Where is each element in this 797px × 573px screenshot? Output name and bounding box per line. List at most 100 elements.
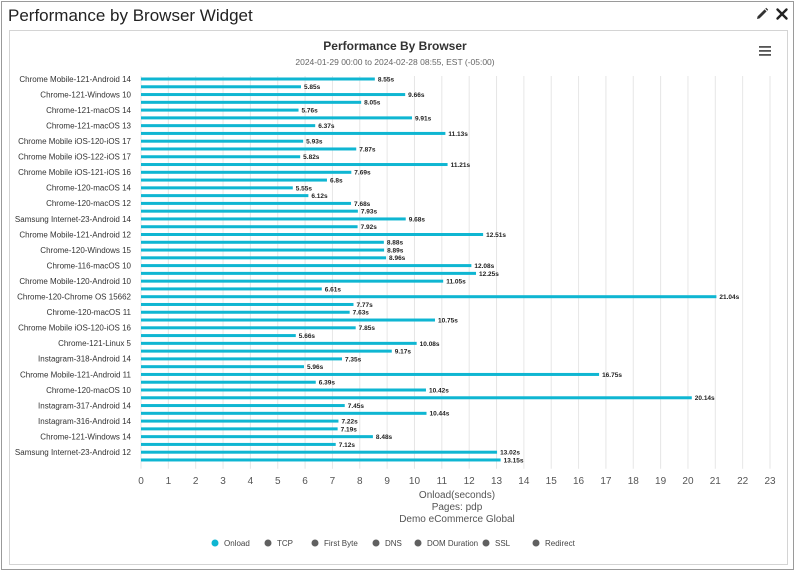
bar[interactable] xyxy=(141,170,352,174)
bar[interactable] xyxy=(141,217,406,221)
bar[interactable] xyxy=(141,116,413,120)
bar[interactable] xyxy=(141,388,426,392)
data-label: 7.87s xyxy=(359,146,376,153)
legend-item-label[interactable]: First Byte xyxy=(324,539,358,548)
bar[interactable] xyxy=(141,139,304,143)
data-label: 7.22s xyxy=(341,419,358,426)
legend-marker[interactable] xyxy=(414,539,422,547)
legend-marker[interactable] xyxy=(311,539,319,547)
bar[interactable] xyxy=(141,256,387,260)
bar[interactable] xyxy=(141,124,316,128)
x-tick-label: 3 xyxy=(220,476,226,487)
legend-item-label[interactable]: SSL xyxy=(495,539,511,548)
bar[interactable] xyxy=(141,240,384,244)
bar[interactable] xyxy=(141,404,345,408)
bar[interactable] xyxy=(141,295,717,299)
bar[interactable] xyxy=(141,279,444,283)
legend-item-label[interactable]: Redirect xyxy=(545,539,576,548)
data-label: 5.76s xyxy=(302,108,319,115)
bar[interactable] xyxy=(141,450,498,454)
bar[interactable] xyxy=(141,271,477,275)
bar[interactable] xyxy=(141,209,358,213)
bar[interactable] xyxy=(141,411,427,415)
legend: Onload TCP First Byte DNS DOM Duration SSL Red… xyxy=(211,539,576,548)
bar[interactable] xyxy=(141,225,358,229)
x-tick-label: 5 xyxy=(275,476,281,487)
bar[interactable] xyxy=(141,349,392,353)
x-tick-label: 20 xyxy=(682,476,694,487)
data-label: 8.89s xyxy=(387,247,404,254)
bar[interactable] xyxy=(141,318,435,322)
hamburger-menu-icon[interactable] xyxy=(759,46,771,56)
x-tick-label: 21 xyxy=(710,476,722,487)
bar[interactable] xyxy=(141,326,356,330)
bar[interactable] xyxy=(141,147,357,151)
bar[interactable] xyxy=(141,396,692,400)
chart-caption-group: Demo eCommerce Global xyxy=(399,514,515,525)
bar[interactable] xyxy=(141,155,301,159)
bar[interactable] xyxy=(141,334,296,338)
bar[interactable] xyxy=(141,108,299,112)
bar[interactable] xyxy=(141,100,362,104)
category-label: Samsung Internet-23-Android 12 xyxy=(15,448,132,457)
bar[interactable] xyxy=(141,310,350,314)
bar[interactable] xyxy=(141,178,327,182)
category-label: Chrome-120-Chrome OS 15662 xyxy=(17,293,131,302)
pencil-icon[interactable] xyxy=(754,6,770,22)
chart-container: Performance By Browser 2024-01-29 00:00 … xyxy=(9,30,788,565)
data-label: 5.85s xyxy=(304,84,321,91)
data-label: 6.8s xyxy=(330,177,343,184)
data-label: 10.44s xyxy=(430,411,450,418)
bar[interactable] xyxy=(141,372,600,376)
legend-item-label[interactable]: Onload xyxy=(224,539,250,548)
bar[interactable] xyxy=(141,287,322,291)
bar[interactable] xyxy=(141,194,309,198)
category-label: Instagram-318-Android 14 xyxy=(38,355,131,364)
data-label: 6.37s xyxy=(318,123,335,130)
data-label: 7.92s xyxy=(361,224,378,231)
bar[interactable] xyxy=(141,458,501,462)
bar[interactable] xyxy=(141,419,339,423)
x-tick-label: 16 xyxy=(573,476,585,487)
bar[interactable] xyxy=(141,264,472,268)
bar[interactable] xyxy=(141,131,446,135)
bar[interactable] xyxy=(141,302,354,306)
category-label: Chrome-121-Windows 14 xyxy=(40,432,131,441)
bar[interactable] xyxy=(141,442,336,446)
bar[interactable] xyxy=(141,186,293,190)
legend-marker[interactable] xyxy=(482,539,490,547)
bar[interactable] xyxy=(141,201,352,205)
data-label: 13.15s xyxy=(504,457,524,464)
close-icon[interactable] xyxy=(774,6,790,22)
bar[interactable] xyxy=(141,233,484,236)
bar[interactable] xyxy=(141,427,338,431)
legend-marker[interactable] xyxy=(264,539,272,547)
legend-marker[interactable] xyxy=(211,539,219,547)
legend-item-label[interactable]: DNS xyxy=(385,539,402,548)
data-label: 12.25s xyxy=(479,271,499,278)
x-tick-label: 18 xyxy=(628,476,640,487)
bar[interactable] xyxy=(141,85,301,89)
x-tick-label: 22 xyxy=(737,476,749,487)
category-label: Chrome-121-macOS 13 xyxy=(46,121,131,130)
bar[interactable] xyxy=(141,248,385,252)
bar[interactable] xyxy=(141,93,406,97)
data-label: 16.75s xyxy=(602,372,622,379)
bar[interactable] xyxy=(141,341,417,345)
bar[interactable] xyxy=(141,357,343,361)
data-label: 7.19s xyxy=(341,426,358,433)
category-label: Chrome Mobile-120-Android 10 xyxy=(19,277,131,286)
bar[interactable] xyxy=(141,163,448,167)
bar[interactable] xyxy=(141,77,375,81)
legend-marker[interactable] xyxy=(372,539,380,547)
legend-item-label[interactable]: DOM Duration xyxy=(427,539,478,548)
legend-marker[interactable] xyxy=(532,539,540,547)
bar[interactable] xyxy=(141,365,304,369)
category-label: Chrome-120-Windows 15 xyxy=(40,246,131,255)
category-label: Chrome-121-Linux 5 xyxy=(58,339,131,348)
legend-item-label[interactable]: TCP xyxy=(277,539,293,548)
data-label: 7.77s xyxy=(356,302,373,309)
bar[interactable] xyxy=(141,435,373,439)
bar[interactable] xyxy=(141,380,316,384)
data-label: 13.02s xyxy=(500,450,520,457)
